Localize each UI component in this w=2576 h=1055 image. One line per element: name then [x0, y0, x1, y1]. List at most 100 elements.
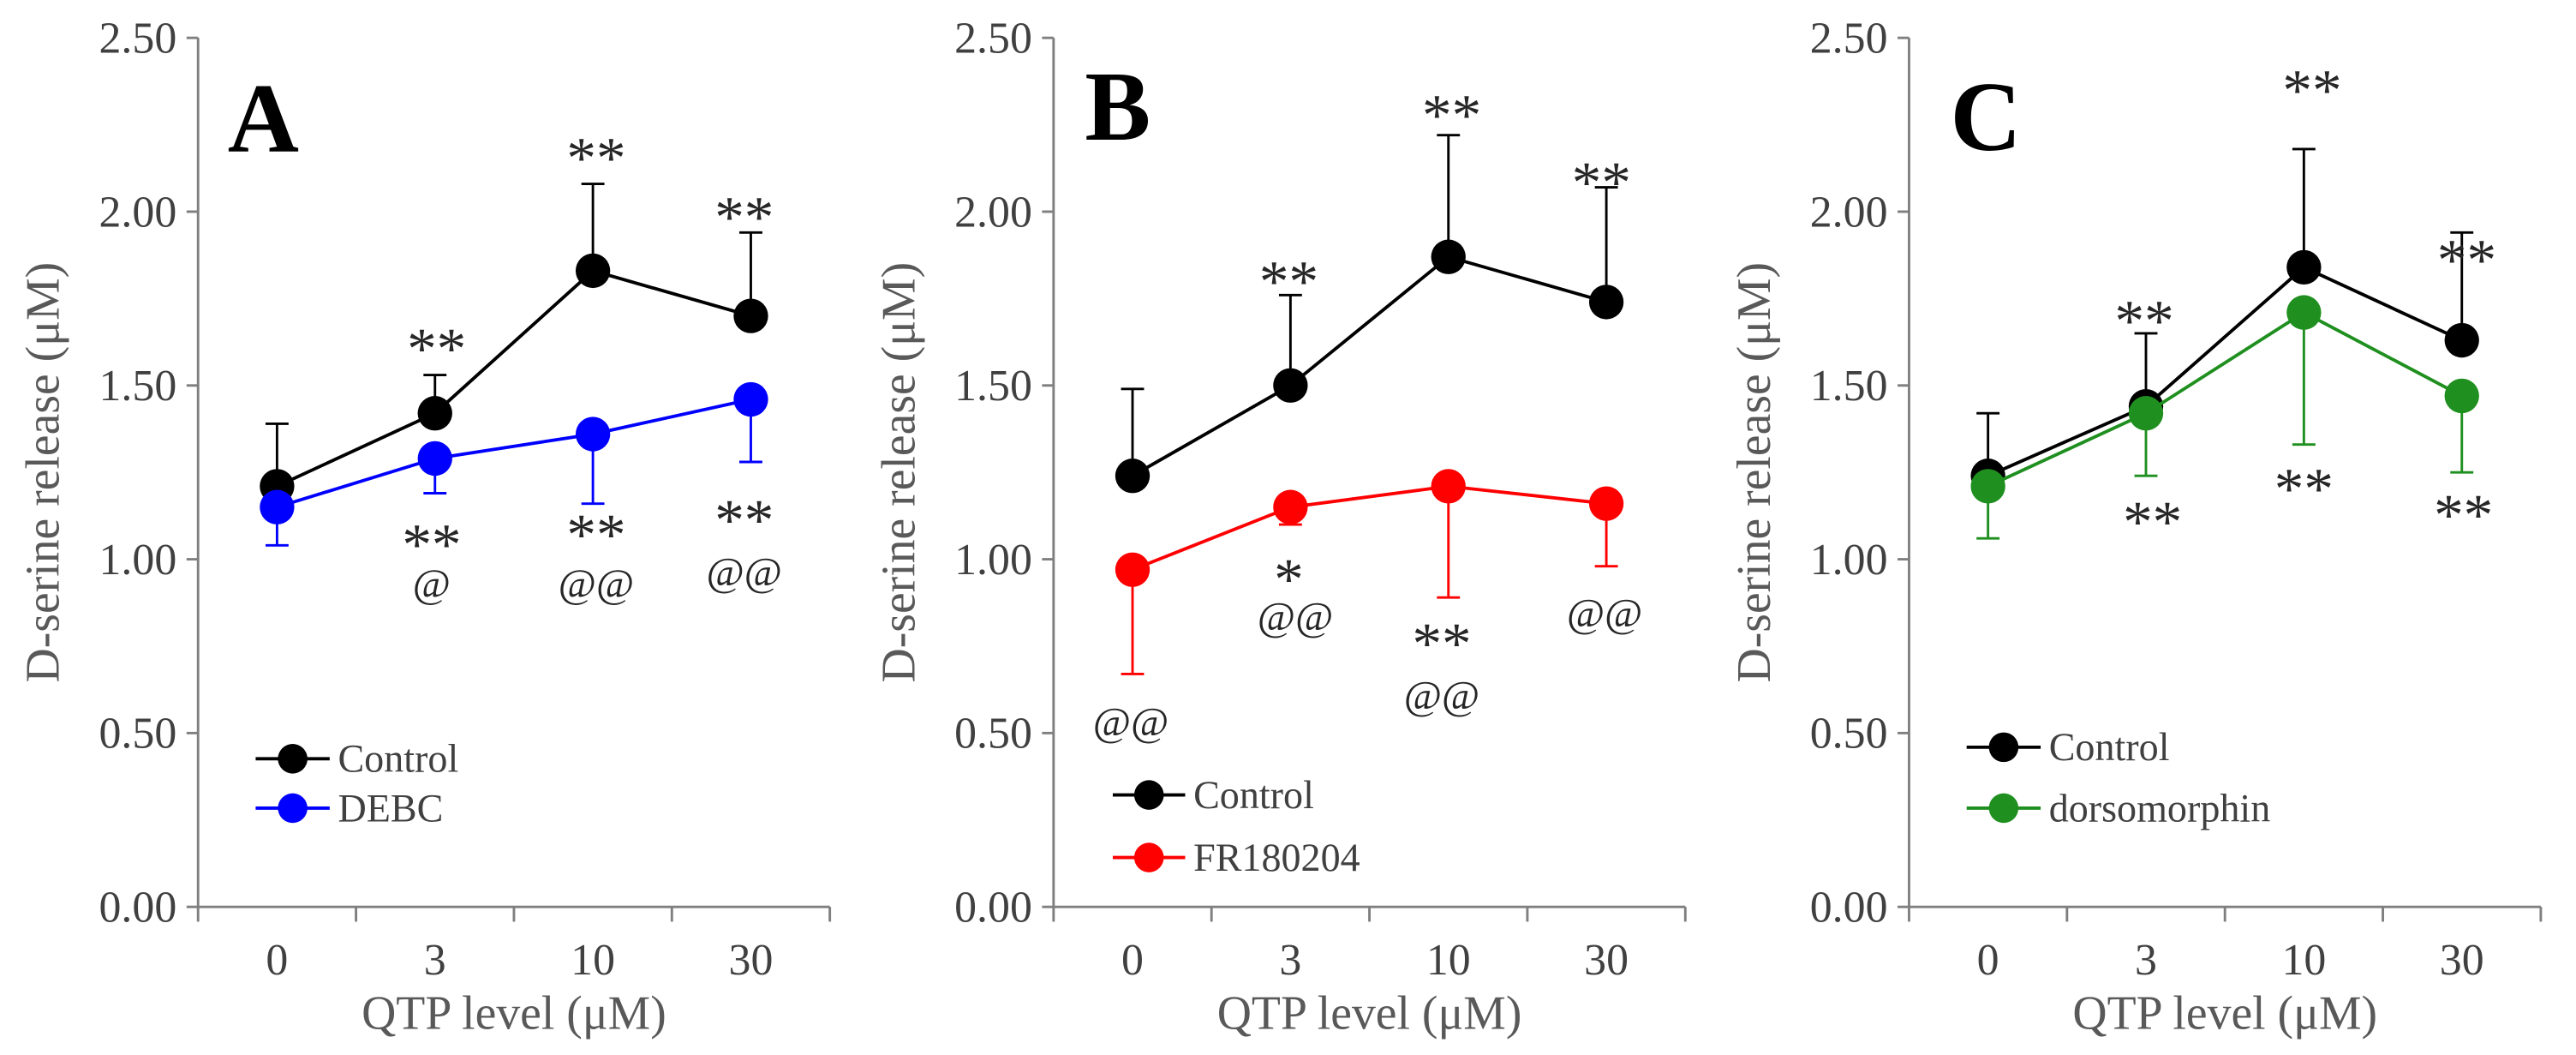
- panel-a-annotation-7: **: [714, 487, 774, 553]
- panel-a-y-tick-label-5: 2.50: [99, 14, 177, 63]
- panel-c-y-axis-title: D-serine release (μM): [1728, 262, 1781, 683]
- panel-a-legend-control-swatch-marker: [278, 744, 308, 774]
- panel-b-y-tick-label-4: 2.00: [954, 188, 1032, 237]
- panel-b-fr180204-line: [1132, 484, 1607, 572]
- panel-a-debc-point-1: [417, 441, 452, 477]
- panel-c-legend-control-label: Control: [2049, 725, 2170, 769]
- panel-b-annotation-0: **: [1259, 248, 1318, 314]
- panel-a-x-tick-label-2: 10: [571, 936, 615, 985]
- panel-b-annotation-7: @@: [1404, 674, 1479, 719]
- panel-b-y-tick-label-2: 1.00: [954, 536, 1032, 584]
- panel-b: 0.00 0.50 1.00 1.50 2.00 2.50 0 3 10 30 QTP level …: [872, 14, 1687, 1040]
- panel-c-control-point-3: [2444, 322, 2479, 358]
- panel-b-fr180204-point-1: [1273, 489, 1308, 525]
- panel-a-x-tick-label-1: 3: [424, 936, 446, 985]
- panel-b-y-tick-label-0: 0.00: [954, 883, 1032, 932]
- panel-a-legend-debc-swatch-marker: [278, 793, 308, 824]
- panel-c-dorsomorphin-point-3: [2444, 378, 2479, 414]
- panel-c-legend-control-swatch-marker: [1988, 732, 2019, 763]
- panel-b-legend-fr180204-label: FR180204: [1193, 836, 1360, 879]
- panel-b-fr180204-point-3: [1588, 486, 1624, 521]
- panel-b-x-tick-label-1: 3: [1279, 936, 1301, 985]
- panel-a-y-tick-label-3: 1.50: [99, 362, 177, 411]
- panel-b-x-axis-title: QTP level (μM): [1217, 986, 1522, 1040]
- panel-c-y-tick-label-2: 1.00: [1810, 536, 1888, 584]
- panel-a-y-tick-label-0: 0.00: [99, 883, 177, 932]
- panel-b-fr180204-error-bar-0: [1121, 569, 1145, 675]
- panel-c-x-tick-label-2: 10: [2281, 936, 2326, 985]
- panel-c-annotation-1: **: [2282, 57, 2341, 123]
- panel-b-control-point-1: [1273, 368, 1308, 403]
- panel-c-letter: C: [1950, 62, 2021, 171]
- panel-c-x-tick-label-3: 30: [2440, 936, 2484, 985]
- panel-b-control-error-bar-2: [1437, 134, 1461, 257]
- panel-b-x-tick-label-0: 0: [1121, 936, 1144, 985]
- panel-b-legend: Control FR180204: [1112, 773, 1360, 879]
- panel-c-legend-dorsomorphin-swatch-marker: [1988, 793, 2019, 824]
- panel-c-dorsomorphin-point-0: [1970, 469, 2005, 504]
- panel-a-x-tick-label-3: 30: [729, 936, 774, 985]
- panel-a-annotation-4: @: [413, 561, 451, 607]
- panel-c: 0.00 0.50 1.00 1.50 2.00 2.50 0 3 10 30 QTP level …: [1728, 14, 2543, 1040]
- panel-b-annotation-8: @@: [1567, 591, 1642, 637]
- panel-b-annotation-2: **: [1572, 149, 1631, 215]
- panel-a-annotation-2: **: [714, 184, 774, 250]
- panel-b-y-axis-title: D-serine release (μM): [872, 262, 925, 683]
- panel-b-x-tick-label-3: 30: [1584, 936, 1629, 985]
- panel-b-x-tick-label-2: 10: [1426, 936, 1471, 985]
- panel-b-control-series: [1115, 134, 1624, 494]
- panel-b-y-tick-label-3: 1.50: [954, 362, 1032, 411]
- panel-c-control-line: [1987, 265, 2463, 477]
- panel-c-dorsomorphin-error-bar-2: [2292, 312, 2316, 447]
- panel-a-y-tick-label-2: 1.00: [99, 536, 177, 584]
- panel-b-legend-fr180204-swatch-marker: [1133, 842, 1164, 872]
- panel-c-y-tick-label-1: 0.50: [1810, 710, 1888, 758]
- panel-b-legend-control-label: Control: [1193, 773, 1314, 817]
- panel-c-control-error-bar-2: [2292, 147, 2316, 267]
- panel-c-dorsomorphin-series: [1970, 295, 2479, 540]
- panel-a-y-axis-title: D-serine release (μM): [17, 262, 70, 683]
- panel-c-control-error-bar-3: [2450, 231, 2474, 341]
- panel-a-annotation-1: **: [566, 124, 625, 190]
- panel-a-debc-line: [276, 398, 751, 509]
- panel-a-control-point-2: [575, 253, 611, 289]
- panel-c-x-tick-label-0: 0: [1977, 936, 1999, 985]
- panel-c-dorsomorphin-line: [1987, 310, 2463, 489]
- panel-b-annotation-6: **: [1412, 610, 1471, 676]
- panel-b-y-tick-label-1: 0.50: [954, 710, 1032, 758]
- panel-b-control-point-3: [1588, 285, 1624, 320]
- panel-b-control-error-bar-3: [1594, 186, 1618, 303]
- panel-a-control-point-3: [733, 298, 768, 333]
- panel-b-control-line: [1132, 255, 1607, 477]
- panel-c-y-tick-label-3: 1.50: [1810, 362, 1888, 411]
- panel-a-debc-point-0: [260, 489, 295, 525]
- panel-a-y-tick-label-4: 2.00: [99, 188, 177, 237]
- panel-c-annotation-2: **: [2437, 226, 2496, 292]
- panel-b-annotation-3: @@: [1093, 699, 1168, 745]
- panel-c-annotation-4: **: [2274, 455, 2334, 521]
- panel-c-x-tick-label-1: 3: [2135, 936, 2157, 985]
- panel-a-control-point-1: [417, 396, 452, 431]
- panel-b-annotation-1: **: [1422, 81, 1481, 147]
- panel-a-annotation-5: **: [566, 501, 625, 567]
- panel-a-letter: A: [228, 63, 299, 173]
- panel-b-fr180204-point-2: [1431, 469, 1466, 504]
- panel-a-debc-point-2: [575, 417, 611, 452]
- panel-b-y-tick-label-5: 2.50: [954, 14, 1032, 63]
- panel-c-y-tick-label-4: 2.00: [1810, 188, 1888, 237]
- panel-b-letter: B: [1085, 51, 1151, 161]
- panel-a-legend: Control DEBC: [255, 737, 458, 830]
- panel-b-legend-control-swatch-marker: [1133, 780, 1164, 810]
- panel-a-debc-point-3: [733, 381, 768, 417]
- panel-c-dorsomorphin-point-1: [2128, 396, 2164, 431]
- panel-a-control-line: [276, 268, 752, 489]
- panel-a-debc-series: [260, 381, 768, 547]
- panel-c-y-tick-label-5: 2.50: [1810, 14, 1888, 63]
- panel-c-annotation-5: **: [2434, 482, 2493, 548]
- panel-a-legend-debc-label: DEBC: [338, 786, 443, 830]
- panel-b-fr180204-point-0: [1115, 552, 1151, 587]
- panel-b-fr180204-error-bar-2: [1437, 486, 1461, 599]
- panel-a-legend-control-label: Control: [338, 737, 458, 781]
